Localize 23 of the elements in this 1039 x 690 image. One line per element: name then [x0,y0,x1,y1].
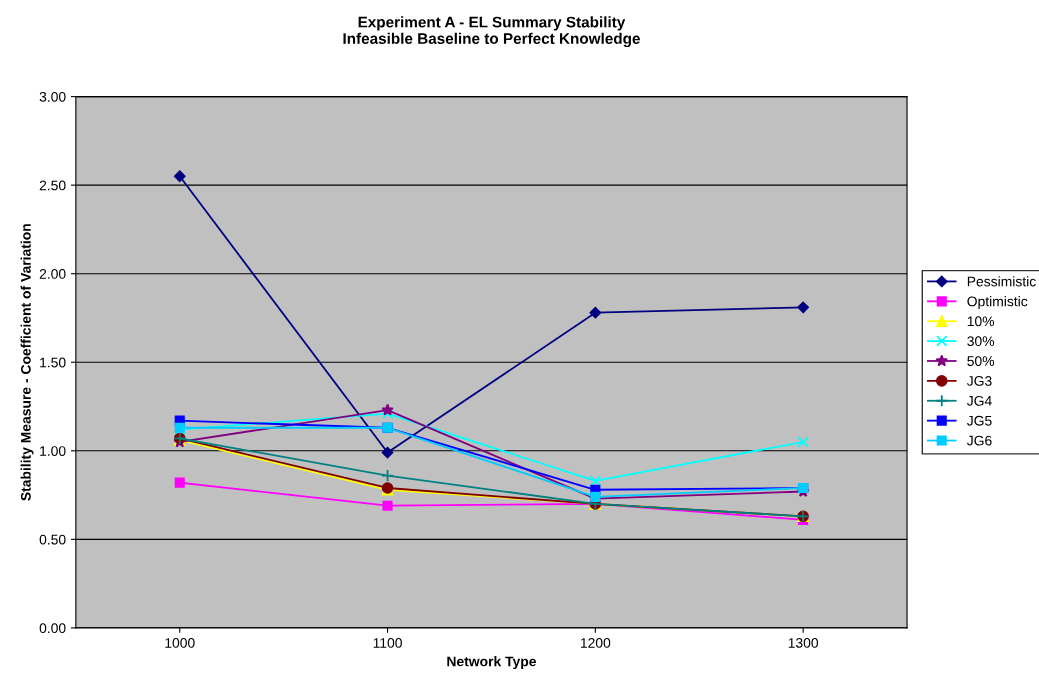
chart-title: Experiment A - EL Summary Stability Infeasible Baseline to Perfect Knowledge [343,16,640,48]
legend-label: 50% [967,356,995,366]
y-tick-label: 1.00 [40,446,66,456]
legend-label: JG3 [966,376,992,386]
y-tick-label: 1.50 [40,357,66,368]
x-tick-label: 1000 [165,637,195,648]
legend-label: Pessimistic [967,276,1036,287]
legend-label: JG5 [966,415,992,426]
y-tick-label: 2.00 [39,269,66,279]
legend-label: JG6 [966,435,992,446]
x-tick-label: 1300 [788,637,819,648]
x-tick-label: 1200 [580,637,611,648]
legend-label: 30% [967,336,995,347]
y-tick-label: 2.50 [39,180,66,191]
y-tick-label: 3.00 [39,91,66,102]
x-tick-label: 1100 [373,637,402,648]
y-tick-label: 0.50 [39,534,66,545]
legend-label: JG4 [966,395,992,406]
y-axis-title: Stability Measure - Coefficient of Variation [20,224,34,501]
y-tick-label: 0.00 [39,623,66,634]
legend-label: Optimistic [967,296,1028,310]
x-axis-title: Network Type [447,656,536,670]
legend-label: 10% [967,316,995,327]
